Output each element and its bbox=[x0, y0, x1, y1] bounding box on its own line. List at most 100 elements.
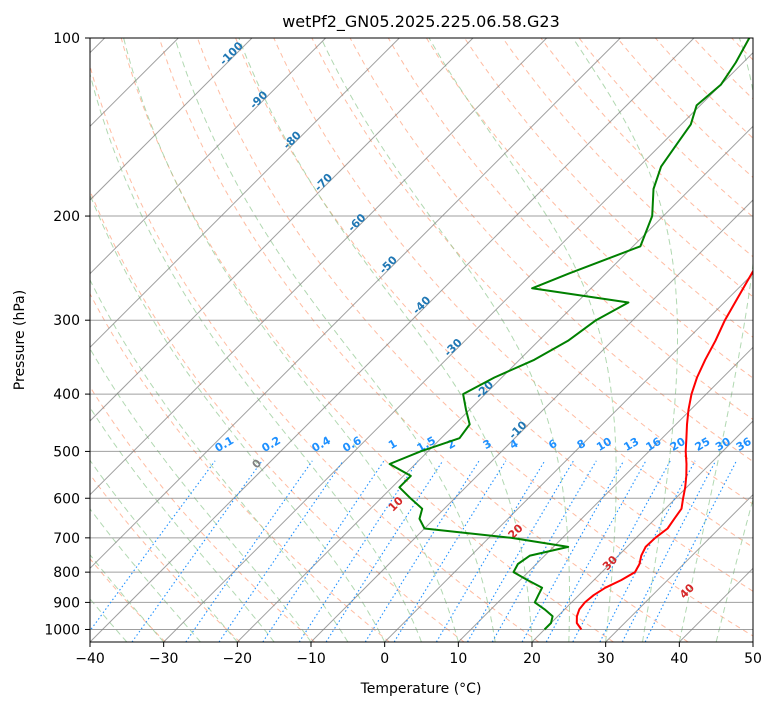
mixing-ratio-line bbox=[491, 460, 597, 642]
moist-adiabat-label: 40 bbox=[677, 581, 697, 601]
mixing-ratio-line bbox=[185, 460, 313, 642]
isotherm-line bbox=[605, 493, 753, 642]
y-tick-label: 300 bbox=[53, 313, 80, 329]
y-tick-label: 900 bbox=[53, 595, 80, 611]
isotherm-label: -20 bbox=[473, 378, 496, 401]
x-axis-label: Temperature (°C) bbox=[360, 681, 482, 697]
x-tick-label: 0 bbox=[380, 651, 389, 667]
isotherm-label: -100 bbox=[217, 39, 246, 68]
moist-adiabat bbox=[90, 347, 312, 642]
moist-adiabat bbox=[90, 507, 201, 642]
background-lines bbox=[90, 38, 775, 642]
mixing-ratio-line bbox=[644, 460, 737, 642]
y-tick-label: 600 bbox=[53, 491, 80, 507]
isotherm-line bbox=[90, 38, 621, 570]
isotherm-line bbox=[384, 272, 753, 642]
isotherm-line bbox=[90, 38, 695, 642]
y-tick-label: 100 bbox=[53, 31, 80, 47]
mixing-ratio-line bbox=[435, 460, 546, 642]
moist-adiabat bbox=[678, 38, 753, 642]
isotherm-label: -30 bbox=[442, 336, 465, 359]
moist-adiabat-label: 10 bbox=[386, 494, 406, 514]
isotherm-label: -80 bbox=[281, 128, 304, 151]
isotherm-line bbox=[236, 125, 753, 642]
x-tick-label: 20 bbox=[523, 651, 541, 667]
mixing-ratio-line bbox=[298, 460, 419, 642]
dewpoint-line bbox=[388, 38, 751, 631]
y-tick-label: 500 bbox=[53, 444, 80, 460]
x-tick-label: −30 bbox=[149, 651, 179, 667]
x-tick-label: −20 bbox=[223, 651, 253, 667]
mixing-ratio-line bbox=[621, 460, 717, 642]
plot-frame bbox=[89, 37, 754, 643]
isotherm-label: -90 bbox=[247, 88, 270, 111]
y-axis-label: Pressure (hPa) bbox=[12, 290, 28, 390]
moist-adiabat bbox=[90, 72, 422, 642]
mixing-ratio-line bbox=[131, 460, 263, 642]
mixing-ratio-label: 36 bbox=[734, 435, 754, 454]
y-tick-label: 1000 bbox=[44, 622, 80, 638]
isotherm-line bbox=[310, 199, 753, 642]
moist-adiabat bbox=[90, 406, 275, 642]
y-tick-label: 800 bbox=[53, 565, 80, 581]
mixing-ratio-line bbox=[262, 460, 385, 642]
isotherm-line bbox=[90, 38, 548, 496]
dry-adiabat bbox=[273, 38, 753, 548]
moist-adiabat bbox=[90, 193, 386, 642]
dry-adiabat bbox=[770, 38, 775, 642]
x-tick-label: −40 bbox=[75, 651, 105, 667]
moist-adiabat bbox=[752, 640, 753, 642]
isotherm-line bbox=[531, 420, 753, 642]
dry-adiabat bbox=[235, 38, 753, 592]
dry-adiabat bbox=[120, 38, 614, 642]
dry-adiabat bbox=[197, 38, 753, 637]
y-tick-label: 700 bbox=[53, 531, 80, 547]
dry-adiabat bbox=[387, 38, 753, 421]
isotherm-line bbox=[90, 38, 474, 422]
mixing-ratio-line bbox=[325, 460, 444, 642]
mixing-ratio-line bbox=[572, 460, 671, 642]
isotherm-line bbox=[457, 346, 753, 642]
mixing-ratio-line bbox=[599, 460, 696, 642]
isotherm-line bbox=[90, 38, 327, 275]
isotherm-label: -40 bbox=[410, 293, 433, 316]
moist-adiabat bbox=[238, 38, 533, 642]
moist-adiabat bbox=[174, 38, 496, 642]
dry-adiabat bbox=[90, 292, 390, 642]
mixing-ratio-line bbox=[90, 460, 216, 632]
moist-adiabat bbox=[90, 459, 238, 642]
mixing-ratio-line bbox=[218, 460, 344, 642]
x-tick-label: 50 bbox=[744, 651, 762, 667]
moist-adiabat-label: 30 bbox=[600, 553, 620, 573]
isotherm-line bbox=[90, 38, 253, 201]
y-tick-label: 200 bbox=[53, 209, 80, 225]
isotherm-line bbox=[90, 38, 400, 349]
moist-adiabat bbox=[123, 38, 459, 642]
isotherm-label: -50 bbox=[377, 253, 400, 276]
mixing-ratio-line bbox=[545, 460, 647, 642]
moist-adiabat bbox=[90, 553, 165, 642]
x-tick-label: 30 bbox=[597, 651, 615, 667]
dry-adiabat bbox=[464, 38, 753, 338]
x-tick-label: 40 bbox=[670, 651, 688, 667]
dry-adiabat bbox=[349, 38, 753, 463]
x-tick-label: −10 bbox=[296, 651, 326, 667]
mixing-ratio-line bbox=[393, 460, 507, 642]
moist-adiabat bbox=[715, 497, 753, 642]
moist-adiabat bbox=[572, 38, 678, 642]
dry-adiabat bbox=[90, 473, 241, 642]
y-axis: 100 200 300 400 500 600 700 800 900 1000 bbox=[44, 31, 90, 638]
moist-adiabat bbox=[320, 38, 570, 642]
isotherm-label: -60 bbox=[345, 211, 368, 234]
isotherm-line bbox=[752, 641, 753, 642]
mixing-ratio-line bbox=[467, 460, 574, 642]
temperature-line bbox=[575, 269, 753, 631]
isotherm-line bbox=[163, 51, 753, 642]
dry-adiabat bbox=[90, 189, 465, 642]
x-axis: −40 −30 −20 −10 0 10 20 30 40 50 bbox=[75, 642, 762, 667]
mixing-ratio-line bbox=[521, 460, 625, 642]
dry-adiabat bbox=[693, 38, 753, 100]
moist-adiabat bbox=[428, 38, 617, 642]
dry-adiabat bbox=[311, 38, 753, 505]
